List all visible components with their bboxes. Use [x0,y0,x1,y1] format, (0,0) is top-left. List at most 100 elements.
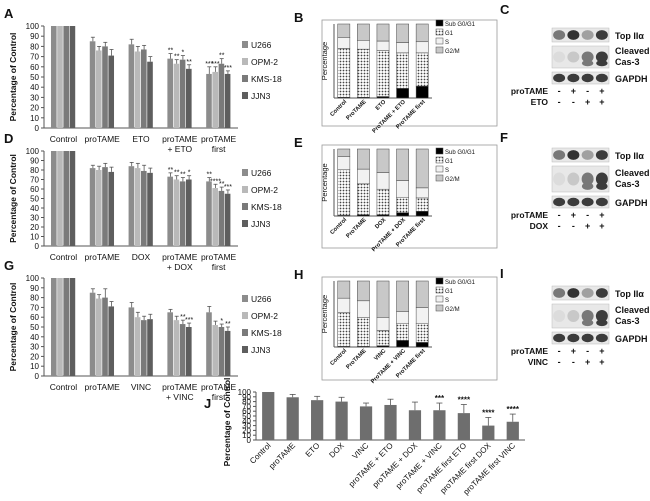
y-tick-label: 70 [30,303,39,312]
legend-swatch [242,220,248,227]
significance-marker: *** [224,184,232,191]
legend-entry: G1 [445,159,454,165]
blot-band [553,172,566,186]
bar [206,312,212,376]
legend-entry: KMS-18 [251,328,282,338]
stack-segment [415,211,429,217]
bar [335,401,348,440]
y-tick-label: 90 [30,32,39,41]
y-tick-label: 30 [30,93,39,102]
bar [69,26,76,128]
legend-entry: G1 [445,289,454,295]
legend-swatch [242,58,248,65]
x-tick-label: VINC [131,382,151,392]
treatment-mark: - [558,210,561,220]
stack-segment [337,148,351,157]
treatment-mark: + [571,346,576,356]
label-line: proTAME [162,252,198,262]
x-tick-label: Control [329,217,348,236]
stack-segment [357,148,370,170]
stack-segment [357,48,370,98]
bar [108,55,115,128]
y-tick-label: 10 [30,233,39,242]
legend-entry: OPM-2 [251,57,278,67]
treatment-mark: + [585,357,590,367]
blot-band [595,197,608,207]
label-line: + VINC [166,392,194,402]
legend-swatch [435,295,444,303]
stack-segment [415,52,429,87]
significance-marker: ** [219,53,225,60]
bar [95,50,102,129]
legend-swatch [242,203,248,210]
significance-marker: ** [174,54,180,61]
bar [506,421,519,440]
significance-marker: ** [207,172,213,179]
bar [457,413,470,440]
stack-segment [376,317,390,331]
y-tick-label: 80 [30,294,39,303]
bar [212,325,218,376]
x-tick-label: proTAME first [201,382,237,402]
y-tick-label: 0 [247,436,252,445]
legend-swatch [242,329,248,336]
x-tick-label: ProTAME [345,99,367,121]
stack-segment [415,197,429,212]
bar [95,298,102,376]
stack-segment [415,85,429,99]
label-line: first [212,392,226,402]
x-tick-label: ProTAME + VINC [370,348,407,385]
bar [57,278,63,376]
legend-swatch [242,295,248,302]
treatment-label: proTAME [511,86,548,96]
x-tick-label: VINC [351,441,371,461]
bar [224,193,231,246]
legend-entry: Sub G0/G1 [445,280,476,286]
stack-segment [357,300,370,318]
protein-label: Cleaved Cas-3 [615,46,650,67]
x-tick-label: DOX [327,441,346,460]
significance-marker: ** [180,172,186,179]
blot-band [581,73,594,83]
legend-swatch [435,156,444,164]
x-tick-label: Control [50,252,78,262]
stack-segment [357,40,370,50]
bar [128,307,135,376]
stack-segment [357,23,370,41]
x-tick-label: proTAME [267,441,297,471]
blot-band [553,288,566,298]
treatment-mark: + [571,86,576,96]
bar [206,181,212,246]
significance-marker: ** [168,48,174,55]
significance-marker: **** [482,408,495,417]
x-tick-label: proTAME first [201,252,237,272]
x-tick-label: ProTAME [345,217,367,239]
treatment-mark: - [572,221,575,231]
significance-marker: * [182,50,185,57]
protein-label: Top IIα [615,289,644,299]
legend-swatch [242,92,248,99]
treatment-mark: - [586,86,589,96]
y-tick-label: 50 [30,195,39,204]
bar [57,151,63,246]
bar [69,278,76,376]
bar [147,61,153,129]
bar [179,181,186,246]
legend-swatch [242,41,248,48]
blot-band [553,51,566,63]
protein-label: Top IIα [615,31,644,41]
label-line: Control [50,252,78,262]
blot-band [581,150,594,160]
y-tick-label: 50 [30,73,39,82]
x-tick-label: proTAME [85,252,121,262]
stack-segment [357,168,370,185]
x-tick-label: proTAME + ETO [162,134,198,154]
legend-entry: OPM-2 [251,185,278,195]
y-tick-label: 0 [35,242,40,251]
blot-band [553,310,566,322]
blot-band [581,319,594,327]
